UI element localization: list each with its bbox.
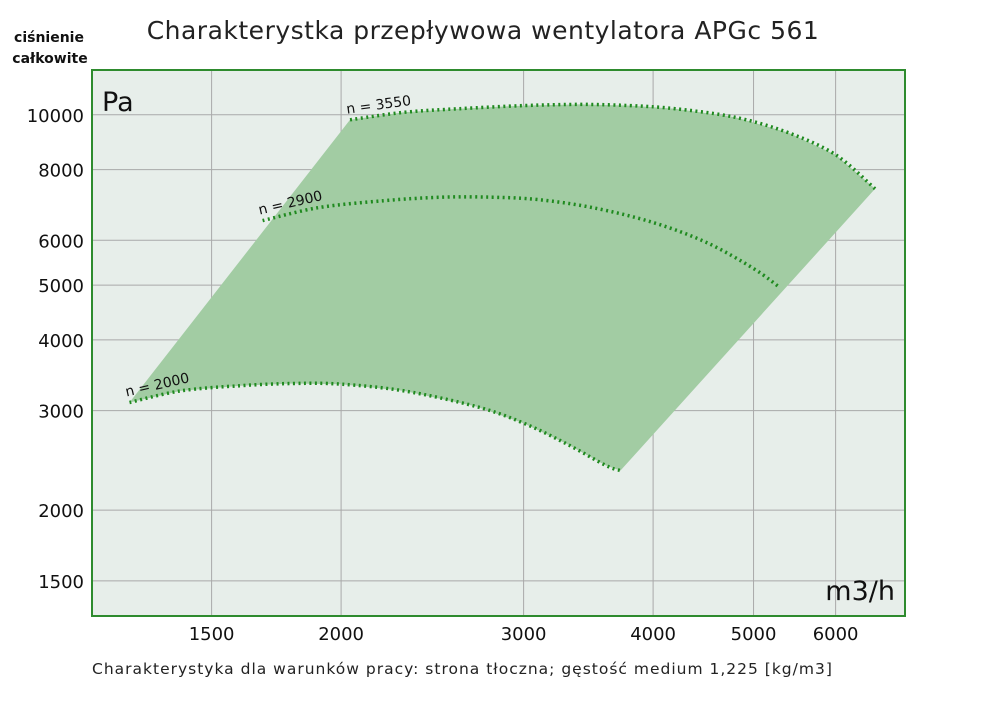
y-tick-label: 8000 — [38, 161, 84, 182]
speed-curve-line — [262, 195, 781, 289]
x-tick-label: 6000 — [813, 624, 859, 645]
y-tick-labels: 1500 2000 3000 4000 5000 6000 8000 10000 — [27, 106, 84, 593]
y-axis-title-line1: ciśnienie — [14, 30, 84, 46]
y-tick-label: 10000 — [27, 106, 84, 127]
plot-frame — [91, 69, 906, 617]
y-tick-label: 5000 — [38, 276, 84, 297]
x-tick-label: 2000 — [318, 624, 364, 645]
x-tick-label: 4000 — [630, 624, 676, 645]
x-tick-label: 1500 — [189, 624, 235, 645]
operating-area — [129, 104, 876, 471]
x-tick-labels: 1500 2000 3000 4000 5000 6000 — [189, 624, 859, 645]
y-unit-label: Pa — [102, 87, 134, 118]
y-axis-title-line2: całkowite — [12, 51, 88, 67]
y-tick-label: 3000 — [38, 402, 84, 423]
conditions-footnote: Charakterystyka dla warunków pracy: stro… — [92, 660, 833, 678]
speed-curve-line — [129, 381, 622, 473]
x-unit-label: m3/h — [825, 576, 895, 607]
x-tick-label: 3000 — [501, 624, 547, 645]
y-tick-label: 2000 — [38, 501, 84, 522]
speed-curve-line — [349, 102, 877, 191]
chart-title: Charakterystka przepływowa wentylatora A… — [146, 16, 820, 45]
y-tick-label: 6000 — [38, 231, 84, 252]
y-tick-label: 1500 — [38, 572, 84, 593]
x-tick-label: 5000 — [731, 624, 777, 645]
y-tick-label: 4000 — [38, 331, 84, 352]
